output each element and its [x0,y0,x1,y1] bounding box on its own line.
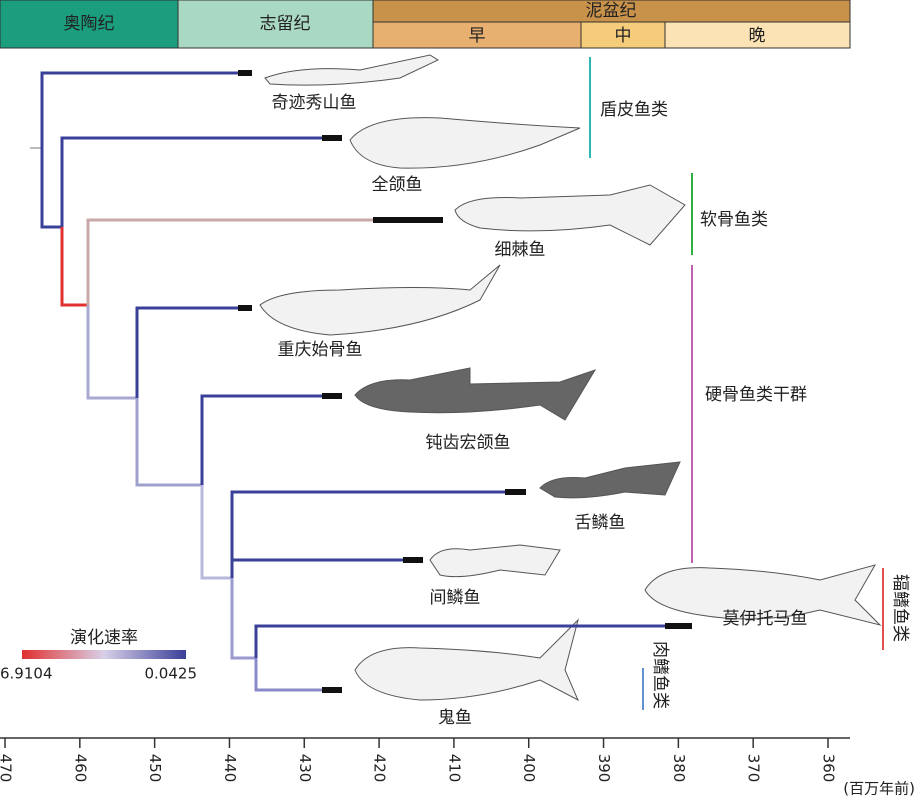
tick-label: 380 [670,754,688,783]
tick-label: 360 [820,754,838,783]
tick-label: 420 [371,754,389,783]
period-label: 志留纪 [260,14,311,34]
tick-label: 440 [221,754,239,783]
taxon-label: 重庆始骨鱼 [278,340,363,360]
tick-label: 370 [745,754,763,783]
taxon-label: 舌鳞鱼 [575,513,626,533]
group-label: 软骨鱼类 [700,210,768,230]
tick-label: 400 [520,754,538,783]
period-label: 奥陶纪 [64,14,115,34]
tick-label: 410 [445,754,463,783]
phylogeny [30,70,692,693]
taxon-label: 钝齿宏颌鱼 [426,433,511,453]
taxon-label: 细棘鱼 [495,240,546,260]
group-label: 肉鳍鱼类 [650,641,670,709]
legend-min: 6.9104 [0,665,53,683]
taxon-label: 莫伊托马鱼 [723,609,808,629]
ticks: 470 460 450 440 430 420 410 400 390 380 370 360 [0,738,838,782]
epoch-label: 晚 [749,26,766,46]
fish-illustrations [259,54,882,702]
legend-max: 0.0425 [145,665,198,683]
taxon-label: 奇迹秀山鱼 [272,93,357,113]
taxon-label: 全颌鱼 [372,175,423,195]
group-label: 盾皮鱼类 [600,100,668,120]
epoch-label: 中 [615,26,632,46]
period-band [177,0,374,49]
group-label: 辐鳍鱼类 [890,574,910,642]
group-label: 硬骨鱼类干群 [705,385,807,405]
tick-label: 470 [0,754,15,783]
tick-label: 390 [595,754,613,783]
period-label: 泥盆纪 [586,1,637,21]
legend-gradient [22,650,186,659]
tick-label: 450 [146,754,164,783]
taxon-label: 间鳞鱼 [430,588,481,608]
epoch-label: 早 [469,26,486,46]
legend-title: 演化速率 [70,628,138,648]
axis-unit: (百万年前) [843,780,915,798]
taxon-label: 鬼鱼 [438,708,472,728]
tick-label: 460 [71,754,89,783]
epoch-band [664,21,851,49]
tick-label: 430 [296,754,314,783]
